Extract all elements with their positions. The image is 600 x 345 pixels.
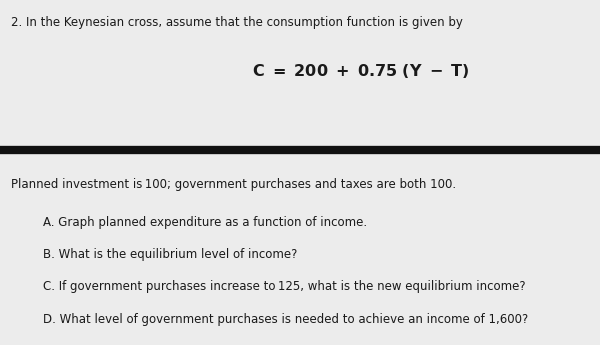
Text: Planned investment is 100; government purchases and taxes are both 100.: Planned investment is 100; government pu… [11, 178, 456, 191]
Text: A. Graph planned expenditure as a function of income.: A. Graph planned expenditure as a functi… [43, 216, 367, 229]
Text: C. If government purchases increase to 125, what is the new equilibrium income?: C. If government purchases increase to 1… [43, 280, 526, 294]
Text: D. What level of government purchases is needed to achieve an income of 1,600?: D. What level of government purchases is… [43, 313, 529, 326]
Text: 2. In the Keynesian cross, assume that the consumption function is given by: 2. In the Keynesian cross, assume that t… [11, 16, 463, 29]
Text: $\mathbf{C\ =\ 200\ +\ 0.75\ (Y\ -\ T)}$: $\mathbf{C\ =\ 200\ +\ 0.75\ (Y\ -\ T)}$ [252, 62, 470, 80]
Text: B. What is the equilibrium level of income?: B. What is the equilibrium level of inco… [43, 248, 298, 261]
